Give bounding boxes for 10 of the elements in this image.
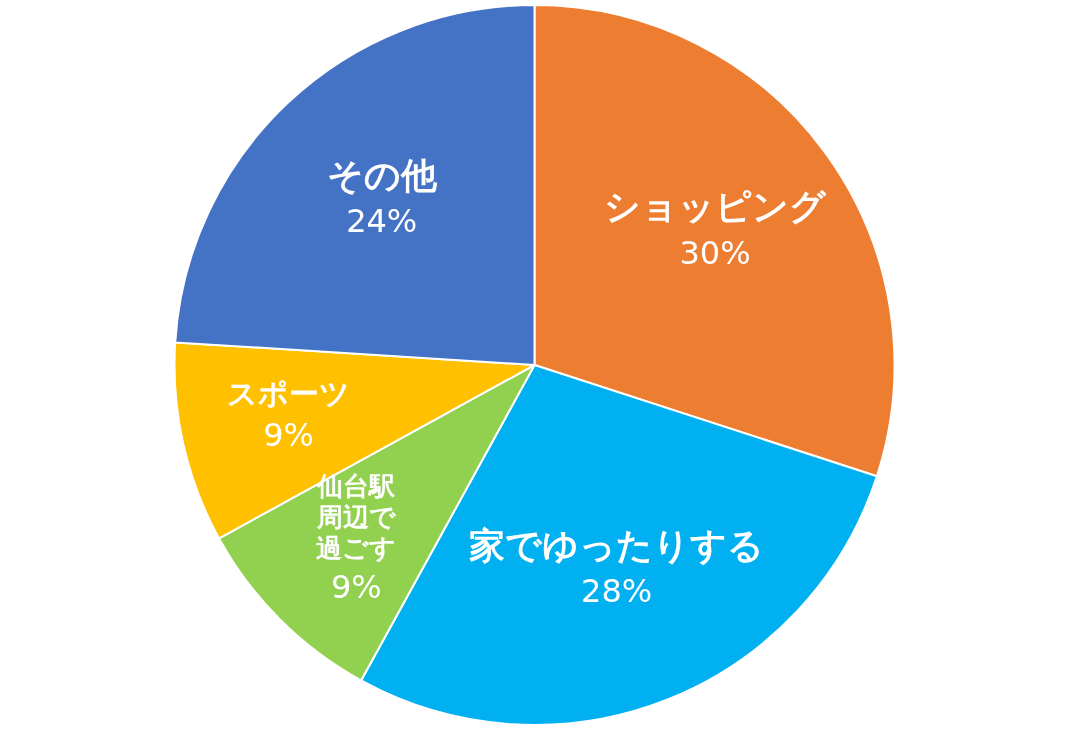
data-label: 28%: [581, 572, 653, 611]
slice-label: 仙台駅周辺で過ごす: [315, 470, 397, 564]
data-label: 24%: [346, 202, 418, 241]
data-label: 9%: [263, 416, 314, 455]
data-label: 9%: [330, 568, 382, 607]
slice-label: その他: [326, 154, 438, 196]
slice-label: スポーツ: [227, 375, 351, 411]
slice-label: 家でゆったりする: [469, 524, 765, 566]
slice-label: ショッピング: [604, 186, 828, 228]
data-label: 30%: [679, 233, 751, 272]
